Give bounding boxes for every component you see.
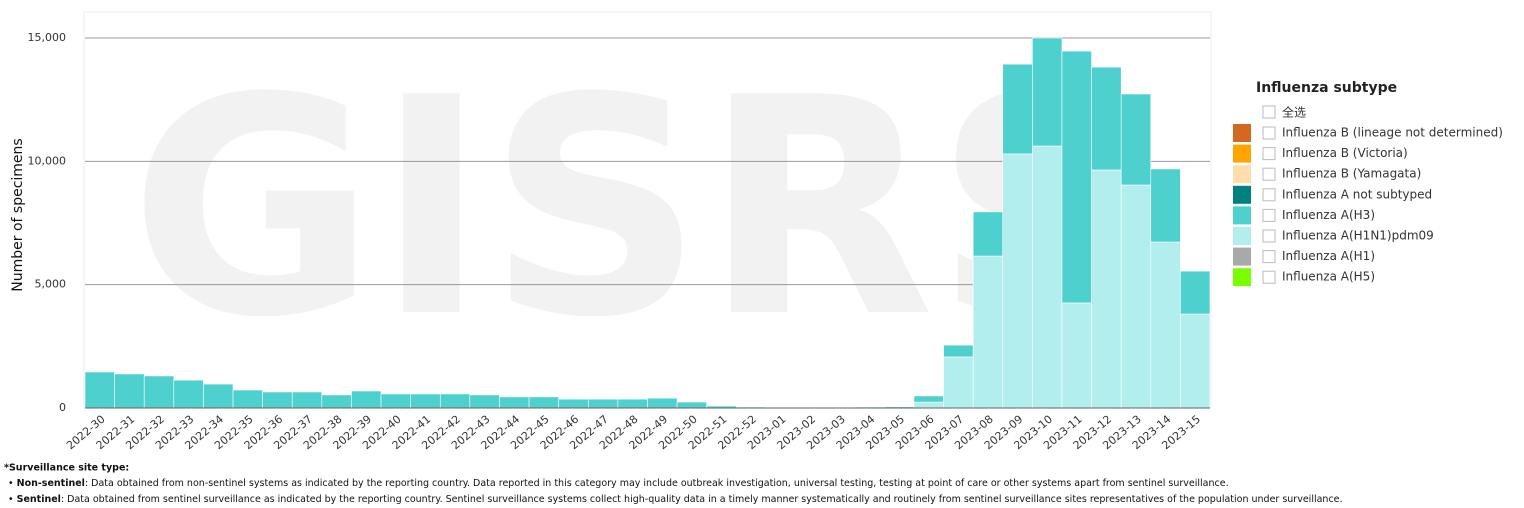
- bar-segment: [1150, 168, 1181, 243]
- legend-label[interactable]: Influenza A not subtyped: [1282, 187, 1432, 201]
- y-tick-label: 10,000: [28, 154, 67, 167]
- y-tick-label: 0: [59, 401, 66, 414]
- legend-checkbox[interactable]: [1262, 167, 1276, 181]
- legend-swatch: [1233, 185, 1251, 204]
- bar-segment: [291, 391, 323, 409]
- select-all-checkbox[interactable]: [1262, 105, 1276, 119]
- select-all-label[interactable]: 全选: [1282, 105, 1306, 120]
- legend-swatch: [1233, 124, 1251, 142]
- bar-segment: [1091, 66, 1122, 171]
- legend-swatch: [1233, 247, 1251, 266]
- legend-swatch: [1233, 144, 1251, 163]
- bar-segment: [913, 395, 944, 403]
- bar-segment: [143, 375, 175, 409]
- notes-heading: *Surveillance site type:: [4, 463, 129, 474]
- bar-segment: [943, 356, 974, 409]
- legend-label[interactable]: Influenza A(H1N1)pdm09: [1282, 229, 1434, 243]
- legend-label[interactable]: Influenza B (Victoria): [1282, 146, 1408, 160]
- y-tick-label: 5,000: [35, 278, 67, 291]
- legend-checkbox[interactable]: [1262, 126, 1276, 140]
- legend-checkbox[interactable]: [1262, 147, 1276, 161]
- bar-segment: [617, 398, 648, 409]
- bullet: •: [8, 478, 17, 489]
- legend-checkbox[interactable]: [1262, 208, 1276, 222]
- bar-segment: [469, 394, 500, 409]
- legend-swatch: [1233, 268, 1251, 287]
- bar-segment: [587, 398, 619, 409]
- legend-checkbox[interactable]: [1262, 229, 1276, 243]
- bar-segment: [1150, 241, 1181, 409]
- legend-checkbox[interactable]: [1262, 250, 1276, 264]
- bar-segment: [351, 390, 382, 409]
- legend-checkbox[interactable]: [1262, 270, 1276, 284]
- bar-segment: [1091, 169, 1122, 409]
- bar-segment: [1002, 63, 1033, 155]
- bar-segment: [1180, 313, 1211, 409]
- legend-label[interactable]: Influenza B (lineage not determined): [1282, 126, 1503, 140]
- bar-segment: [1061, 50, 1092, 304]
- bar-segment: [1032, 37, 1063, 147]
- bar-segment: [676, 401, 708, 409]
- note-line: • Sentinel: Data obtained from sentinel …: [8, 494, 1343, 505]
- bar-segment: [647, 397, 678, 409]
- y-axis-label: Number of specimens: [10, 138, 26, 291]
- note-text: : Data obtained from non-sentinel system…: [85, 478, 1229, 489]
- note-label: Non-sentinel: [17, 478, 85, 489]
- bar-segment: [84, 371, 115, 409]
- bar-segment: [262, 391, 293, 409]
- bar-segment: [114, 373, 145, 409]
- bar-segment: [203, 383, 234, 409]
- bar-segment: [972, 255, 1004, 409]
- bar-segment: [1002, 153, 1033, 409]
- bar-segment: [972, 211, 1004, 257]
- bar-segment: [913, 401, 944, 409]
- legend-label[interactable]: Influenza A(H5): [1282, 270, 1375, 284]
- legend-label[interactable]: Influenza A(H1): [1282, 249, 1375, 263]
- bar-segment: [321, 394, 352, 409]
- legend-label[interactable]: Influenza A(H3): [1282, 208, 1375, 222]
- bar-segment: [528, 396, 559, 409]
- bar-segment: [1120, 184, 1152, 409]
- legend-swatch: [1233, 165, 1251, 184]
- y-tick-label: 15,000: [28, 31, 67, 44]
- note-label: Sentinel: [17, 494, 61, 505]
- bar-segment: [1061, 302, 1092, 409]
- legend-swatch: [1233, 206, 1251, 225]
- legend-label[interactable]: Influenza B (Yamagata): [1282, 167, 1421, 181]
- bar-segment: [1120, 93, 1152, 186]
- bar-segment: [380, 393, 411, 409]
- bar-segment: [410, 393, 441, 409]
- bar-segment: [232, 389, 263, 409]
- bar-segment: [173, 379, 204, 409]
- bar-segment: [943, 344, 974, 358]
- notes: • Non-sentinel: Data obtained from non-s…: [8, 478, 1343, 505]
- bar-segment: [558, 398, 589, 409]
- legend-checkbox[interactable]: [1262, 188, 1276, 202]
- note-text: : Data obtained from sentinel surveillan…: [61, 494, 1343, 505]
- note-line: • Non-sentinel: Data obtained from non-s…: [8, 478, 1229, 489]
- bar-segment: [1180, 270, 1211, 315]
- legend-swatch: [1233, 227, 1251, 245]
- bar-segment: [439, 393, 471, 409]
- bullet: •: [8, 494, 17, 505]
- bar-segment: [499, 396, 530, 409]
- bar-segment: [1032, 145, 1063, 409]
- legend-title: Influenza subtype: [1256, 80, 1397, 96]
